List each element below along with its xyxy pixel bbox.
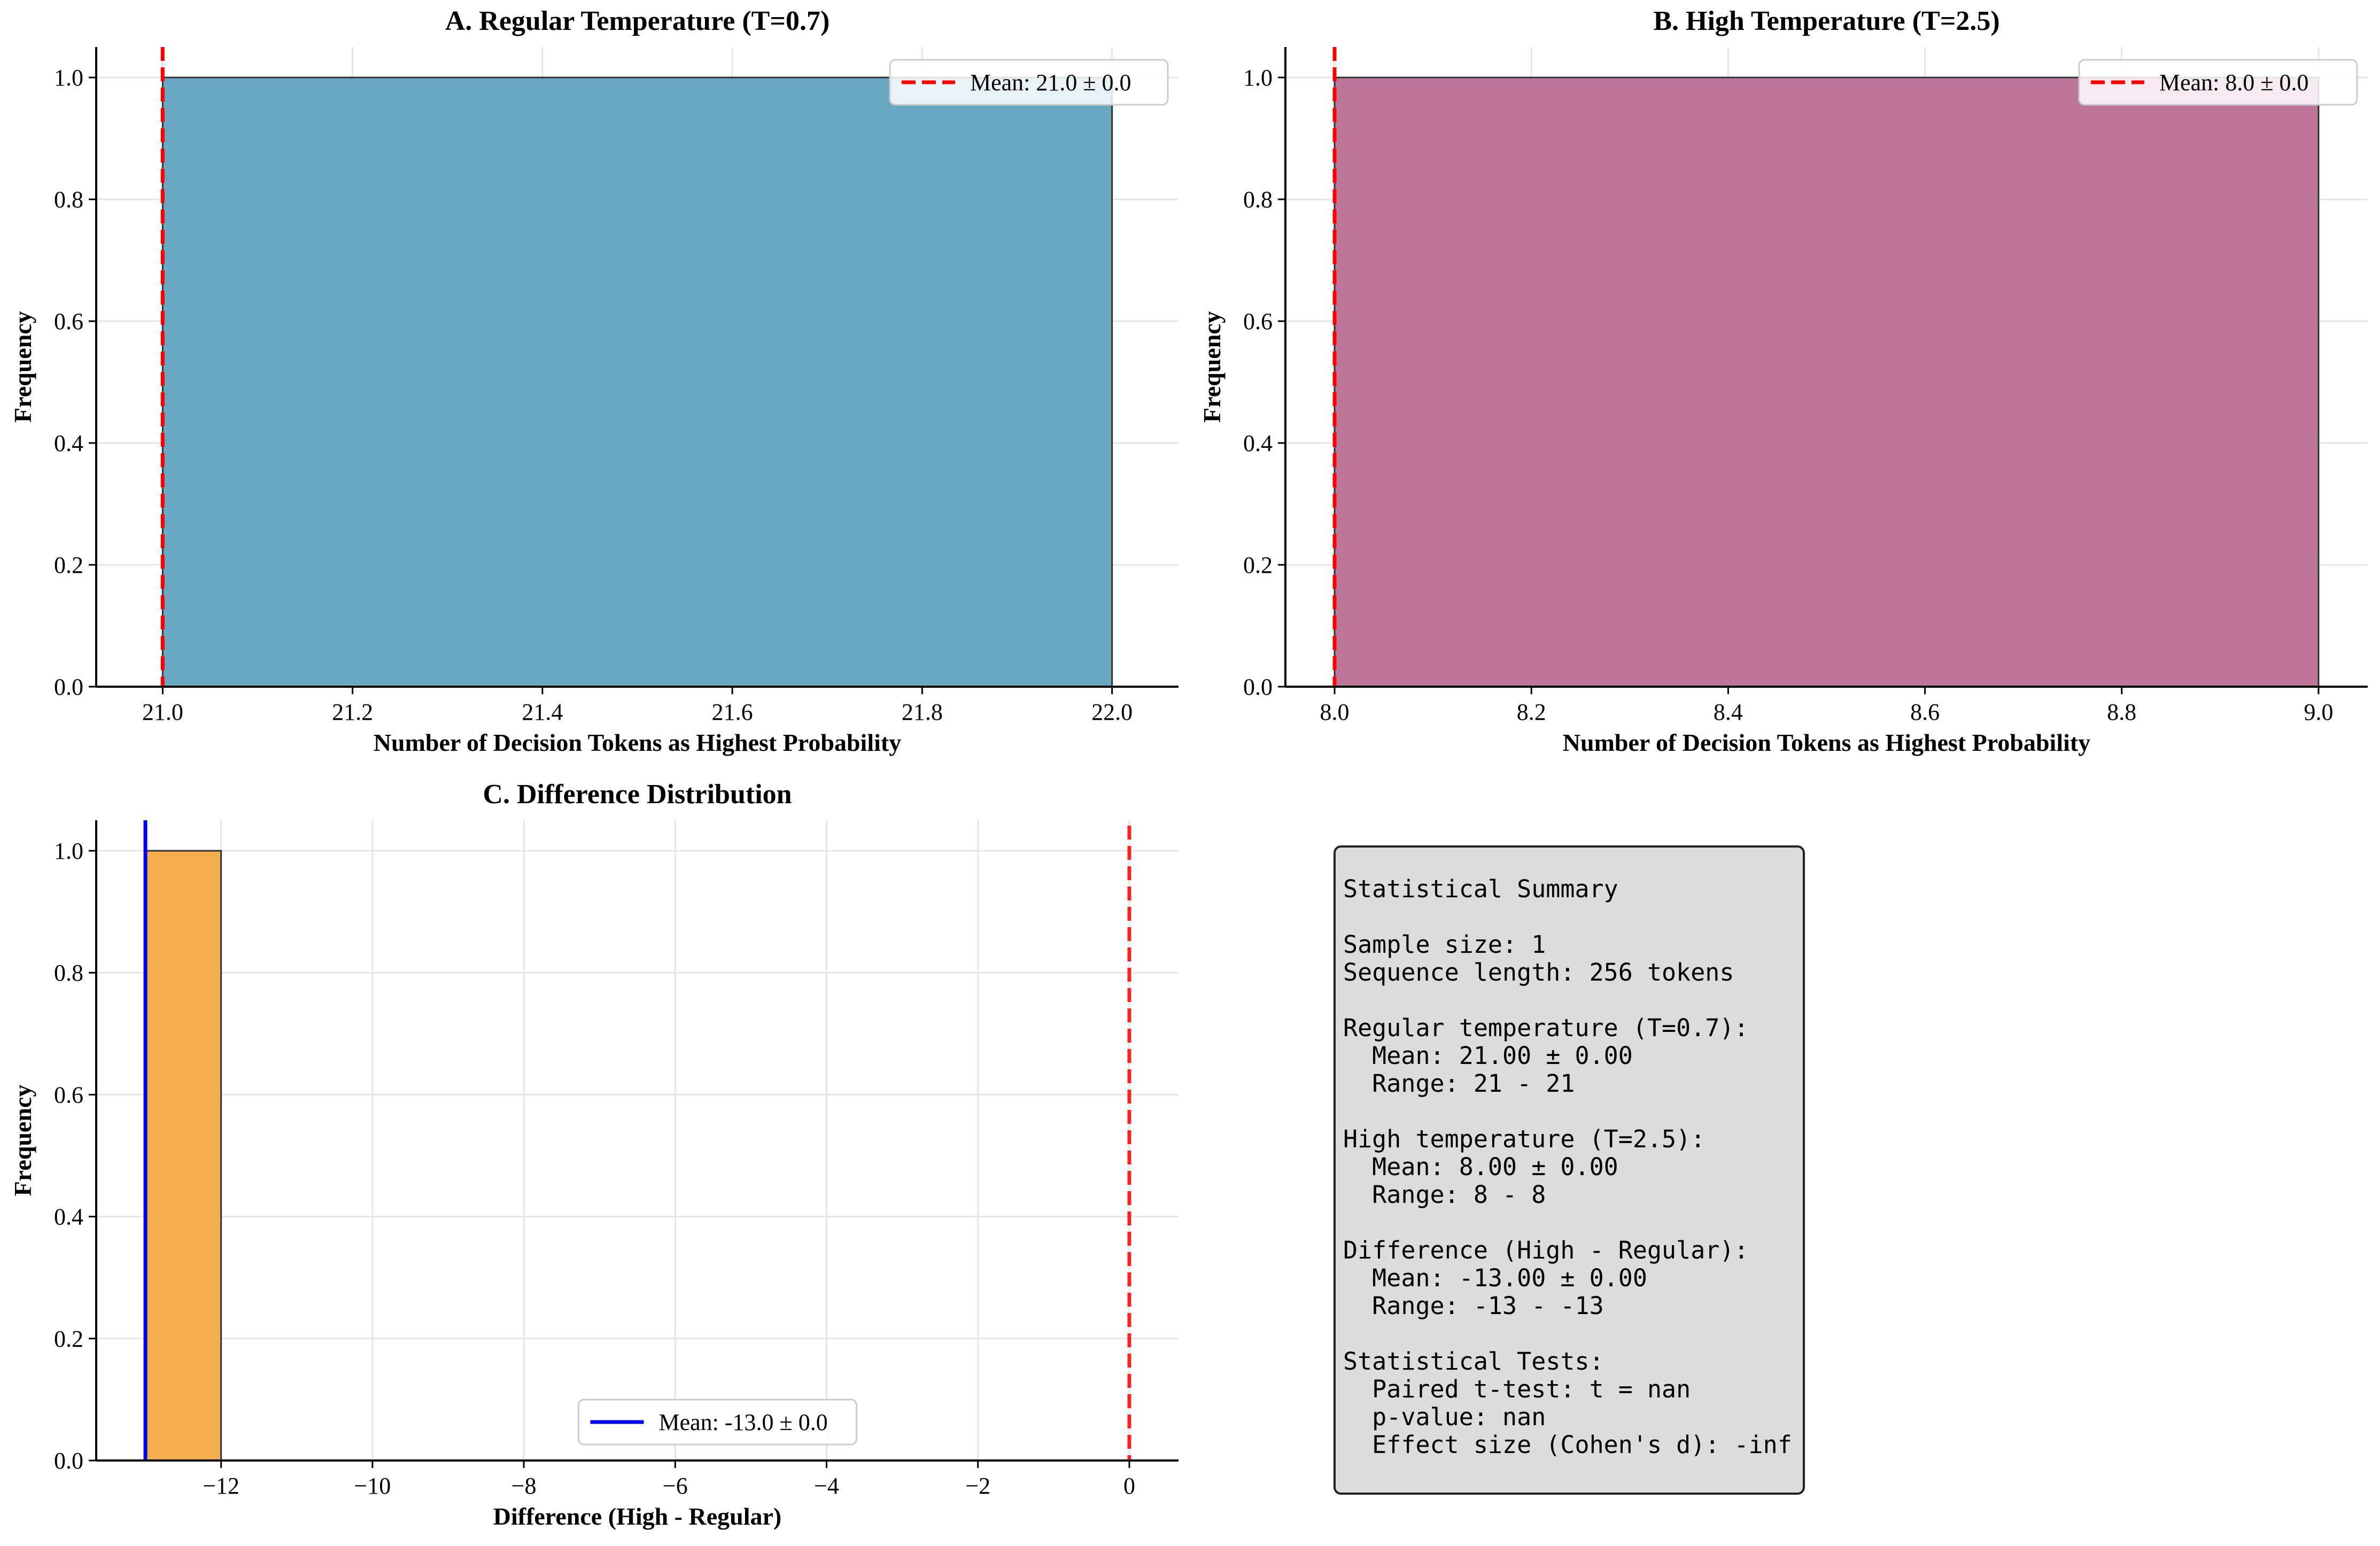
y-axis-label: Frequency: [9, 311, 36, 423]
legend-label: Mean: -13.0 ± 0.0: [659, 1409, 828, 1435]
x-tick-label: −2: [965, 1473, 990, 1499]
summary-line: Mean: 8.00 ± 0.00: [1343, 1153, 1618, 1181]
y-tick-label: 0.6: [1243, 308, 1273, 335]
legend-box: [578, 1399, 857, 1446]
summary-line: Effect size (Cohen's d): -inf: [1343, 1431, 1792, 1459]
legend-box: [2078, 59, 2358, 106]
summary-line: Regular temperature (T=0.7):: [1343, 1014, 1749, 1042]
chart-title: C. Difference Distribution: [483, 779, 792, 810]
summary-line: Paired t-test: t = nan: [1343, 1375, 1691, 1403]
summary-line: Range: 8 - 8: [1343, 1180, 1546, 1209]
summary-line: Mean: -13.00 ± 0.00: [1343, 1264, 1647, 1292]
x-tick-label: 8.6: [1910, 699, 1940, 725]
x-tick-label: 21.2: [332, 699, 373, 725]
y-tick-label: 0.4: [54, 1204, 83, 1230]
summary-line: Sequence length: 256 tokens: [1343, 958, 1734, 986]
x-tick-label: 21.6: [712, 699, 753, 725]
x-tick-label: 21.8: [902, 699, 943, 725]
legend: Mean: 21.0 ± 0.0: [889, 59, 1169, 106]
y-axis-label: Frequency: [1198, 311, 1226, 423]
summary-line: Range: 21 - 21: [1343, 1069, 1575, 1098]
y-tick-label: 0.2: [1243, 552, 1273, 578]
x-tick-label: −12: [203, 1473, 239, 1499]
chart-title: A. Regular Temperature (T=0.7): [445, 6, 830, 36]
summary-line: Difference (High - Regular):: [1343, 1236, 1749, 1264]
statistical-summary-box: Statistical Summary Sample size: 1 Seque…: [1334, 845, 1805, 1495]
x-axis-label: Number of Decision Tokens as Highest Pro…: [1563, 729, 2090, 756]
histogram-bar: [144, 850, 222, 1462]
y-tick-label: 1.0: [54, 65, 83, 91]
y-tick-label: 0.2: [54, 552, 83, 578]
summary-line: Mean: 21.00 ± 0.00: [1343, 1042, 1633, 1070]
x-tick-label: 8.4: [1714, 699, 1743, 725]
y-axis-label: Frequency: [9, 1085, 36, 1197]
x-tick-label: 22.0: [1091, 699, 1133, 725]
chart-panel-2: −12 −10 −8 −6 −4 −2 0 0.0 0.2 0.4 0.6 0.8 1.0 C. Diff…: [9, 779, 1179, 1530]
legend: Mean: -13.0 ± 0.0: [578, 1399, 857, 1446]
y-tick-label: 0.4: [1243, 430, 1273, 456]
y-tick-label: 1.0: [1243, 65, 1273, 91]
x-tick-label: −8: [511, 1473, 537, 1499]
x-tick-label: −6: [663, 1473, 688, 1499]
summary-line: Range: -13 - -13: [1343, 1292, 1604, 1320]
y-tick-label: 1.0: [54, 838, 83, 864]
y-tick-label: 0.2: [54, 1326, 83, 1352]
chart-title: B. High Temperature (T=2.5): [1653, 6, 1999, 36]
y-tick-label: 0.0: [1243, 674, 1273, 700]
summary-line: p-value: nan: [1343, 1403, 1546, 1431]
summary-line: Statistical Summary: [1343, 875, 1618, 903]
x-tick-label: 8.0: [1320, 699, 1350, 725]
x-axis-label: Difference (High - Regular): [493, 1503, 782, 1530]
chart-panel-1: 8.0 8.2 8.4 8.6 8.8 9.0 0.0 0.2 0.4 0.6 0.8 1.0 B. H…: [1198, 6, 2368, 756]
y-tick-label: 0.6: [54, 1082, 83, 1108]
legend-label: Mean: 8.0 ± 0.0: [2159, 69, 2309, 96]
summary-line: Statistical Tests:: [1343, 1347, 1604, 1376]
x-tick-label: 9.0: [2304, 699, 2333, 725]
y-tick-label: 0.6: [54, 308, 83, 335]
x-axis-label: Number of Decision Tokens as Highest Pro…: [374, 729, 901, 756]
y-tick-label: 0.8: [54, 960, 83, 986]
legend: Mean: 8.0 ± 0.0: [2078, 59, 2358, 106]
x-tick-label: 8.8: [2107, 699, 2136, 725]
x-tick-label: 21.0: [142, 699, 183, 725]
legend-box: [889, 59, 1169, 106]
histogram-bar: [1334, 76, 2320, 688]
y-tick-label: 0.8: [54, 187, 83, 213]
chart-panel-0: 21.0 21.2 21.4 21.6 21.8 22.0 0.0 0.2 0.4 0.6 0.8 1…: [9, 6, 1179, 756]
statistical-summary-text: Statistical Summary Sample size: 1 Seque…: [1343, 875, 1803, 1459]
summary-line: Sample size: 1: [1343, 930, 1546, 959]
y-tick-label: 0.8: [1243, 187, 1273, 213]
x-tick-label: 21.4: [522, 699, 563, 725]
x-tick-label: 0: [1123, 1473, 1135, 1499]
y-tick-label: 0.4: [54, 430, 83, 456]
y-tick-label: 0.0: [54, 674, 83, 700]
x-tick-label: −10: [354, 1473, 391, 1499]
x-tick-label: −4: [814, 1473, 839, 1499]
y-tick-label: 0.0: [54, 1448, 83, 1474]
legend-label: Mean: 21.0 ± 0.0: [970, 69, 1131, 96]
histogram-bar: [161, 76, 1113, 688]
x-tick-label: 8.2: [1517, 699, 1546, 725]
summary-line: High temperature (T=2.5):: [1343, 1125, 1705, 1153]
